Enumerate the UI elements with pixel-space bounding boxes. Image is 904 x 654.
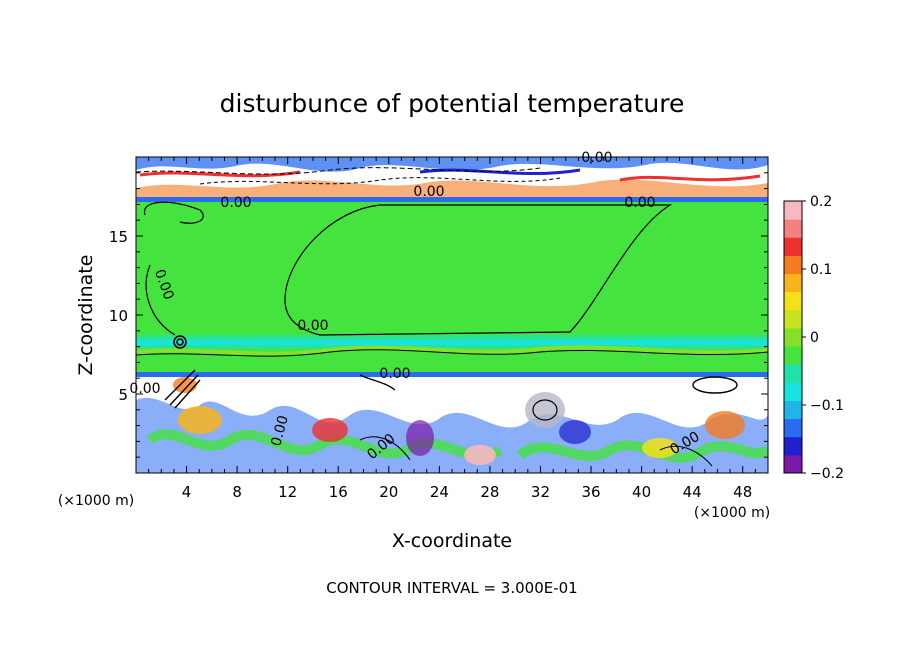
colorbar-swatch [784,309,802,329]
contour-label: 0.00 [624,195,655,211]
colorbar-swatch [784,454,802,474]
x-tick-label: 28 [480,483,499,501]
contour-label: 0.00 [129,381,160,397]
colorbar-swatch [784,418,802,438]
colorbar-tick-label: 0.1 [810,262,832,278]
colorbar-swatch [784,364,802,383]
colorbar-swatch [784,327,802,347]
x-tick-label: 36 [581,483,600,501]
contour-label: 0.00 [268,414,292,448]
colorbar-swatch [784,273,802,293]
colorbar-ticks: 0.2 0.1 0 −0.1 −0.2 [802,194,844,482]
colorbar-tick-label: 0.2 [810,194,832,210]
contour-label: 0.00 [413,184,444,200]
x-tick-label: 4 [182,483,192,501]
y-axis-label: Z-coordinate [75,255,97,376]
x-tick-label: 20 [379,483,398,501]
colorbar [783,200,803,474]
x-axis-label: X-coordinate [392,530,512,552]
x-tick-label: 12 [278,483,297,501]
x-unit-label-right: (×1000 m) [694,505,770,521]
contour-label: 0.00 [581,150,612,166]
contour-interval-note: CONTOUR INTERVAL = 3.000E-01 [326,579,577,597]
contour-label: 0.00 [220,195,251,211]
y-axis: 5 10 15 [109,172,768,458]
colorbar-swatch [784,291,802,311]
x-tick-label: 16 [329,483,348,501]
y-tick-label: 5 [118,386,128,404]
colorbar-swatch [784,255,802,275]
contour-label: 0.00 [379,366,410,382]
colorbar-swatch [784,346,802,365]
x-axis: 4 8 12 16 20 24 28 32 36 40 44 48 [148,157,756,501]
contour-label: 0.00 [297,318,328,334]
x-tick-label: 24 [430,483,449,501]
y-tick-label: 10 [109,307,128,325]
colorbar-swatch [784,201,802,220]
plot-area [136,157,768,473]
x-tick-label: 8 [232,483,242,501]
colorbar-swatch [784,400,802,420]
colorbar-swatch [784,382,802,401]
x-tick-label: 32 [531,483,550,501]
colorbar-tick-label: 0 [810,330,819,346]
colorbar-swatch [784,237,802,256]
x-unit-label-left: (×1000 m) [58,493,134,509]
colorbar-tick-label: −0.2 [810,466,844,482]
colorbar-swatch [784,219,802,238]
x-tick-label: 44 [683,483,702,501]
x-tick-label: 40 [632,483,651,501]
y-tick-label: 15 [109,228,128,246]
x-tick-label: 48 [733,483,752,501]
chart-title: disturbunce of potential temperature [220,89,685,118]
colorbar-swatch [784,436,802,456]
colorbar-tick-label: −0.1 [810,398,844,414]
